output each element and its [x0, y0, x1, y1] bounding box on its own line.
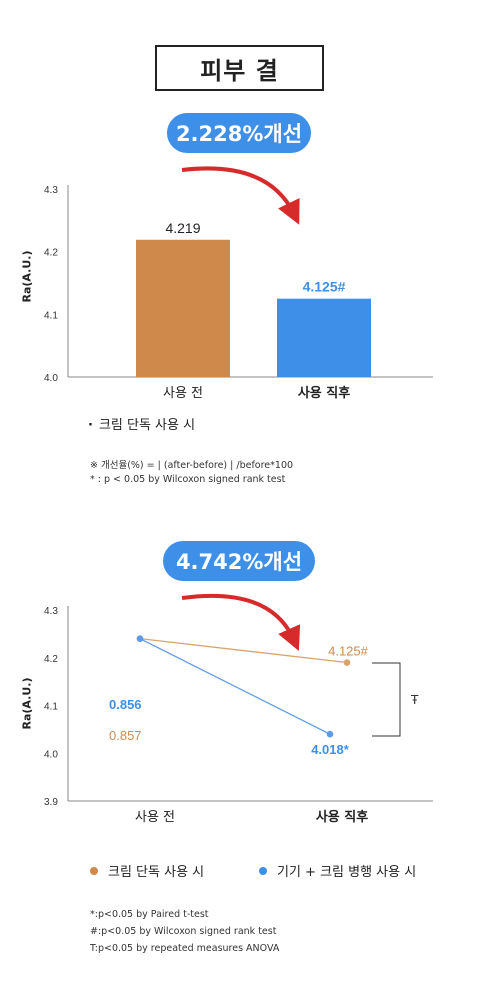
- y-tick-label: 4.3: [44, 185, 58, 196]
- chart2-note-2: #:p<0.05 by Wilcoxon signed rank test: [90, 926, 277, 937]
- y-tick-label: 4.3: [44, 606, 58, 617]
- y-tick-label: 4.1: [44, 702, 58, 713]
- x-tick-label: 사용 전: [135, 810, 175, 825]
- improvement-badge-2: 4.742%개선: [163, 541, 315, 581]
- significance-bracket: [372, 662, 401, 737]
- bar: [136, 239, 230, 377]
- series-line: [139, 638, 348, 664]
- chart1-note-1: ※ 개선율(%) = | (after-before) | /before*10…: [90, 460, 294, 471]
- red-arrow-icon: [181, 593, 301, 651]
- y-tick-label: 4.2: [44, 654, 58, 665]
- chart2-note-1: *:p<0.05 by Paired t-test: [90, 909, 209, 920]
- y-tick-label: 4.2: [44, 248, 58, 259]
- series-side-label: 0.856: [109, 697, 142, 712]
- chart2-note-3: T:p<0.05 by repeated measures ANOVA: [90, 943, 280, 954]
- chart1-subtitle: · 크림 단독 사용 시: [88, 418, 196, 433]
- x-tick-label: 사용 전: [163, 386, 203, 401]
- y-tick-label: 3.9: [44, 797, 58, 808]
- legend-dot-device-cream: [259, 866, 267, 875]
- x-tick-label: 사용 직후: [316, 809, 368, 825]
- series-side-label: 0.857: [109, 728, 142, 743]
- y-tick-label: 4.0: [44, 373, 58, 384]
- bar-value-label: 4.219: [165, 220, 200, 236]
- legend-dot-cream: [90, 866, 98, 875]
- data-point: [136, 635, 144, 642]
- significance-bracket-label: Ŧ: [410, 693, 419, 707]
- series-line: [139, 638, 331, 735]
- legend-item-device-cream: 기기 + 크림 병행 사용 시: [259, 861, 416, 880]
- data-point: [343, 659, 351, 666]
- bar-value-label: 4.125#: [303, 279, 346, 295]
- series-end-label: 4.018*: [311, 742, 350, 757]
- data-point: [326, 730, 334, 738]
- page-title: 피부 결: [155, 45, 324, 91]
- chart1-note-2: * : p < 0.05 by Wilcoxon signed rank tes…: [90, 474, 286, 485]
- bar: [277, 298, 371, 377]
- y-tick-label: 4.1: [44, 310, 58, 321]
- y-tick-label: 4.0: [44, 749, 58, 760]
- improvement-badge-1: 2.228%개선: [167, 113, 311, 153]
- series-end-label: 4.125#: [328, 644, 369, 659]
- legend-item-cream: 크림 단독 사용 시: [90, 861, 204, 880]
- red-arrow-icon: [181, 166, 300, 225]
- x-tick-label: 사용 직후: [298, 385, 350, 401]
